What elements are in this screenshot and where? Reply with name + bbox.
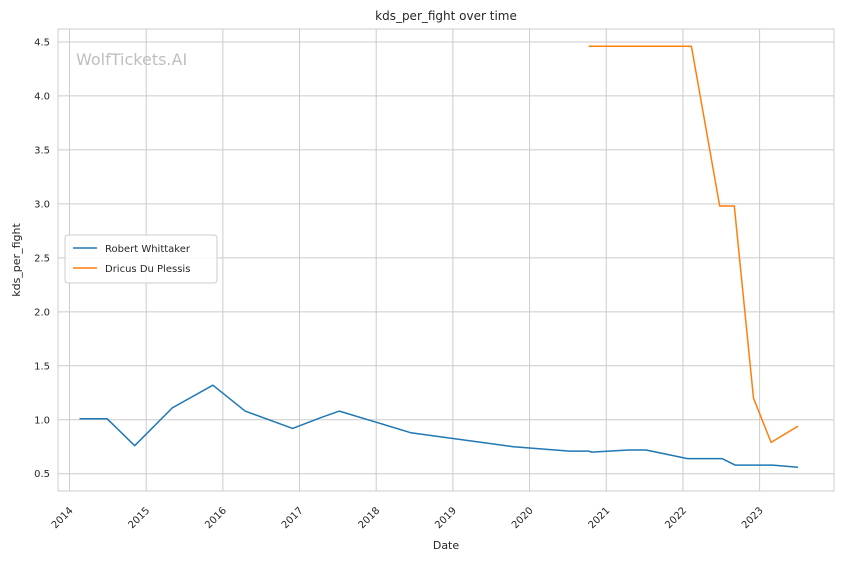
x-tick-label: 2022 bbox=[663, 505, 689, 531]
plot-area-frame bbox=[57, 28, 835, 492]
y-tick-label: 4.0 bbox=[34, 91, 50, 102]
y-tick-label: 3.0 bbox=[34, 199, 50, 210]
legend-label-robert-whittaker: Robert Whittaker bbox=[105, 244, 191, 255]
x-tick-label: 2014 bbox=[50, 505, 76, 531]
y-axis-ticks: 0.5 1.0 1.5 2.0 2.5 3.0 3.5 4.0 4.5 bbox=[34, 37, 50, 480]
y-tick-label: 0.5 bbox=[34, 469, 50, 480]
x-tick-label: 2021 bbox=[587, 505, 613, 531]
y-tick-label: 2.5 bbox=[34, 253, 50, 264]
x-axis-label: Date bbox=[433, 539, 460, 552]
x-tick-label: 2015 bbox=[127, 505, 153, 531]
series-line-robert-whittaker bbox=[79, 384, 799, 469]
x-tick-label: 2020 bbox=[510, 505, 536, 531]
y-tick-label: 1.5 bbox=[34, 361, 50, 372]
x-tick-label: 2018 bbox=[357, 505, 383, 531]
x-axis-ticks: 2014 2015 2016 2017 2018 2019 2020 2021 2022 2023 bbox=[50, 505, 766, 531]
grid bbox=[58, 29, 834, 491]
y-tick-label: 3.5 bbox=[34, 145, 50, 156]
legend-box bbox=[64, 234, 218, 284]
y-tick-label: 1.0 bbox=[34, 415, 50, 426]
y-axis-label: kds_per_fight bbox=[10, 223, 23, 297]
chart-title: kds_per_fight over time bbox=[375, 9, 517, 23]
y-tick-label: 4.5 bbox=[34, 37, 50, 48]
x-tick-label: 2023 bbox=[740, 505, 766, 531]
x-tick-label: 2016 bbox=[203, 505, 229, 531]
legend-label-dricus-du-plessis: Dricus Du Plessis bbox=[105, 264, 190, 275]
watermark: WolfTickets.AI bbox=[76, 50, 187, 69]
y-tick-label: 2.0 bbox=[34, 307, 50, 318]
series-line-dricus-du-plessis bbox=[588, 45, 799, 444]
legend: Robert Whittaker Dricus Du Plessis bbox=[64, 234, 218, 284]
series-layer bbox=[79, 45, 799, 469]
x-tick-label: 2019 bbox=[433, 505, 459, 531]
x-tick-label: 2017 bbox=[280, 505, 306, 531]
